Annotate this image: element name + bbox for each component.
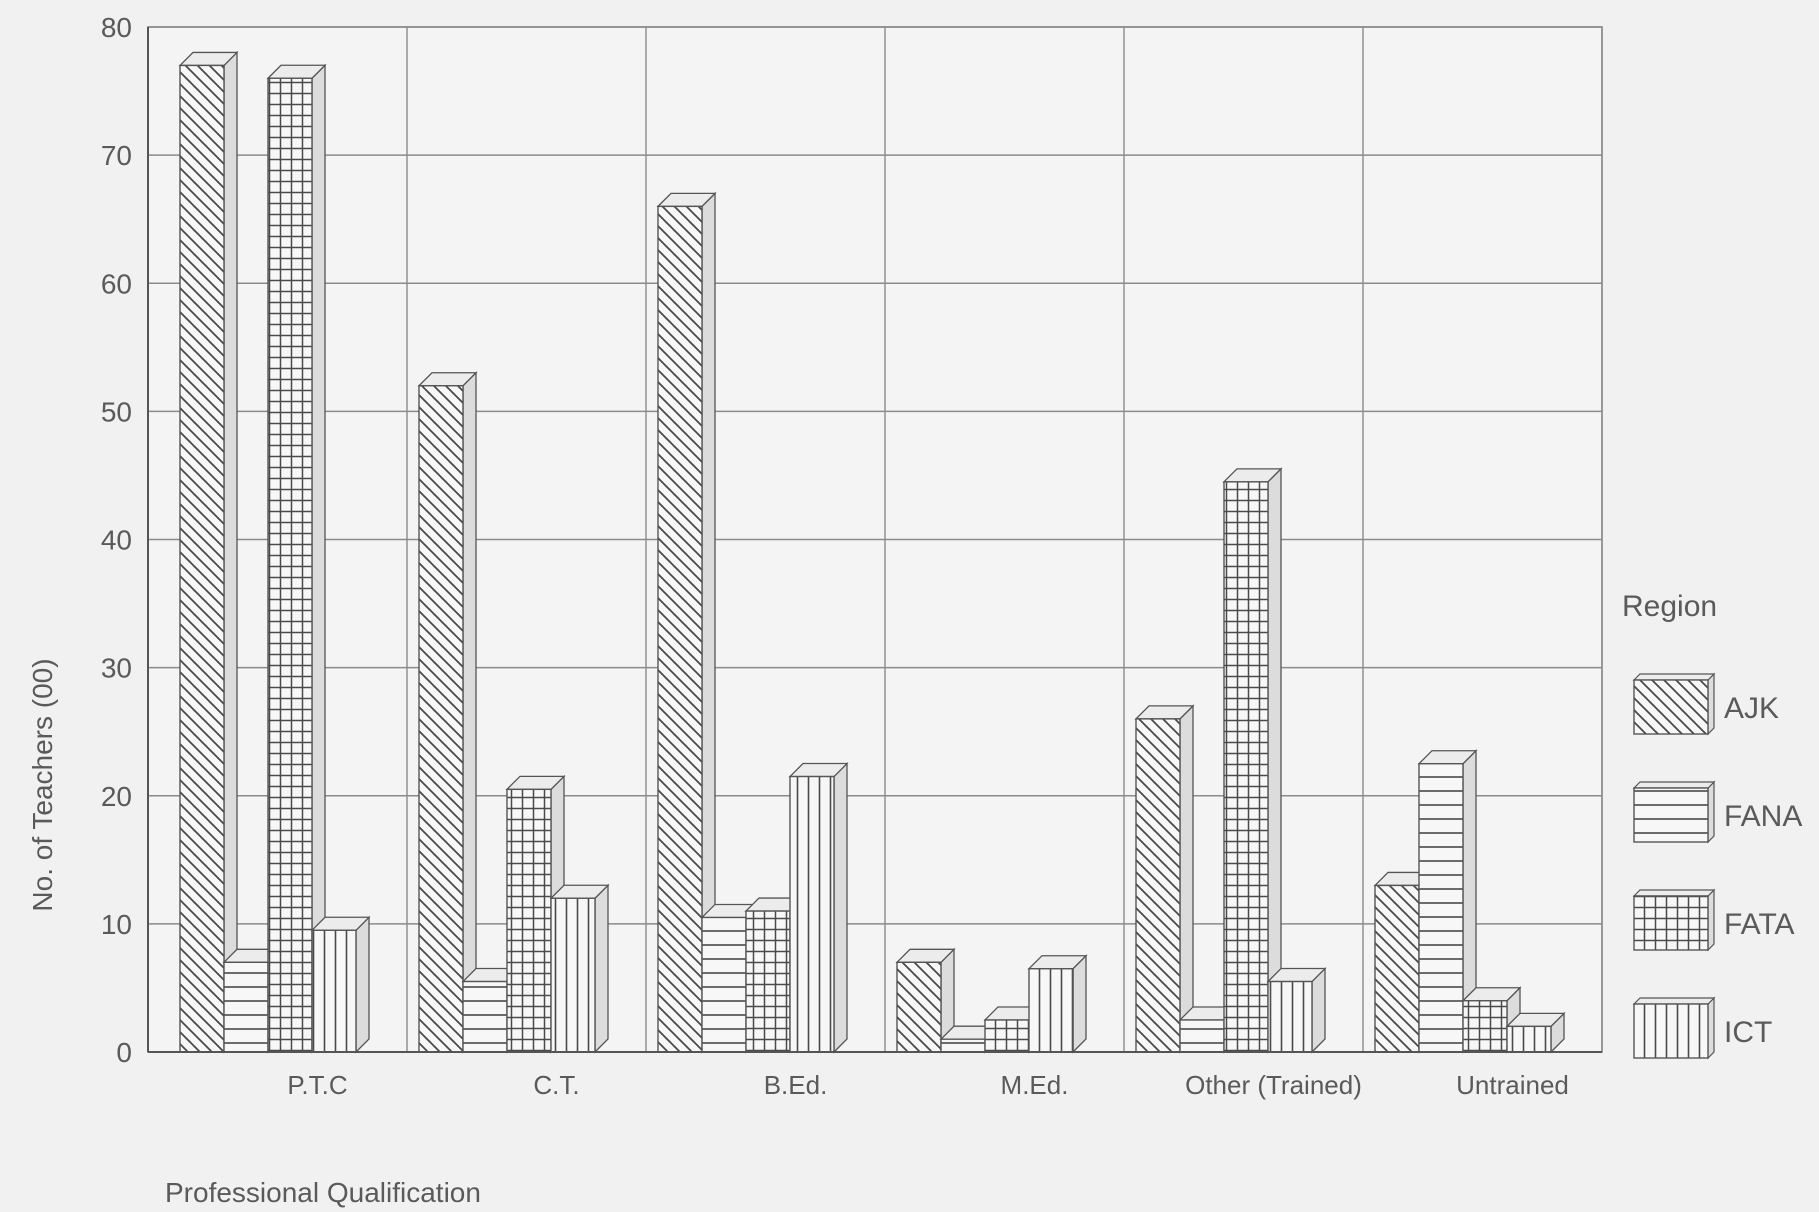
legend-item-fana: FANA bbox=[1632, 780, 1802, 844]
y-tick-label: 80 bbox=[101, 12, 132, 43]
x-tick-label: B.Ed. bbox=[764, 1070, 828, 1100]
y-tick-label: 60 bbox=[101, 268, 132, 299]
bar-ajk bbox=[178, 50, 239, 1054]
bar-fata bbox=[1461, 986, 1522, 1054]
bar-fata bbox=[1222, 467, 1283, 1054]
bar-ict bbox=[549, 883, 610, 1054]
x-tick-label: P.T.C bbox=[287, 1070, 347, 1100]
axes: 0 10 20 30 40 50 60 70 80 P.T.C C.T. B.Ed. M.Ed. Othe… bbox=[101, 12, 1602, 1100]
y-tick-label: 0 bbox=[116, 1037, 132, 1068]
legend-swatch bbox=[1633, 895, 1709, 951]
bar-ajk bbox=[417, 371, 478, 1054]
bar-fana bbox=[1417, 749, 1478, 1054]
legend-swatch bbox=[1633, 787, 1709, 843]
legend-label: FATA bbox=[1724, 908, 1795, 941]
grid-lines bbox=[147, 26, 1603, 1053]
legend-label: FANA bbox=[1724, 800, 1802, 833]
bar-fata bbox=[266, 63, 327, 1054]
x-tick-label: Untrained bbox=[1456, 1070, 1569, 1100]
bars bbox=[178, 50, 1566, 1054]
legend-swatch bbox=[1633, 1003, 1709, 1059]
legend-label: AJK bbox=[1724, 692, 1779, 725]
bar-ict bbox=[310, 915, 371, 1054]
y-axis-title: No. of Teachers (00) bbox=[27, 658, 58, 911]
bar-fata bbox=[505, 774, 566, 1054]
x-tick-label: Other (Trained) bbox=[1185, 1070, 1362, 1100]
y-tick-label: 70 bbox=[101, 140, 132, 171]
y-tick-label: 50 bbox=[101, 396, 132, 427]
legend-item-ict: ICT bbox=[1632, 996, 1772, 1060]
x-tick-label: C.T. bbox=[533, 1070, 579, 1100]
x-tick-label: M.Ed. bbox=[1001, 1070, 1069, 1100]
bar-ict bbox=[1027, 954, 1088, 1054]
bar-ict bbox=[788, 761, 849, 1054]
legend-title: Region bbox=[1622, 590, 1717, 623]
bar-ajk bbox=[1373, 870, 1434, 1054]
legend-swatch bbox=[1633, 679, 1709, 735]
y-tick-label: 20 bbox=[101, 781, 132, 812]
legend: Region AJK FANA FATA ICT bbox=[1622, 590, 1802, 1060]
legend-item-ajk: AJK bbox=[1632, 672, 1779, 736]
bar-ict bbox=[1505, 1011, 1566, 1054]
bar-ict bbox=[1266, 966, 1327, 1054]
bar-ajk bbox=[656, 191, 717, 1054]
x-axis-title: Professional Qualification bbox=[165, 1177, 481, 1208]
y-tick-label: 30 bbox=[101, 653, 132, 684]
bar-ajk bbox=[895, 947, 956, 1054]
bar-ajk bbox=[1134, 704, 1195, 1054]
y-tick-label: 10 bbox=[101, 909, 132, 940]
legend-label: ICT bbox=[1724, 1016, 1772, 1049]
legend-item-fata: FATA bbox=[1632, 888, 1795, 952]
y-tick-label: 40 bbox=[101, 525, 132, 556]
